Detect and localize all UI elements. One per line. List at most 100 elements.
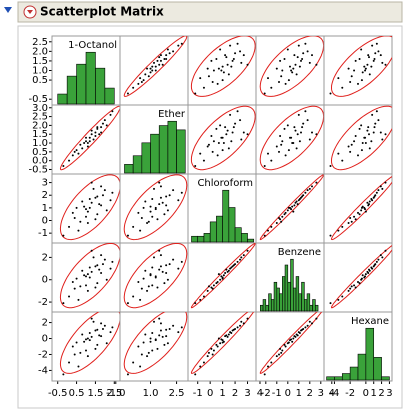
- histogram-bar: [309, 304, 313, 312]
- point: [75, 206, 78, 209]
- point: [154, 69, 157, 72]
- point: [232, 264, 235, 267]
- point: [103, 189, 106, 192]
- point: [156, 59, 159, 62]
- point: [375, 191, 378, 194]
- point: [379, 254, 382, 257]
- point: [240, 256, 243, 259]
- histogram-bar: [298, 293, 302, 312]
- point: [71, 345, 74, 348]
- point: [353, 140, 356, 143]
- point: [146, 67, 149, 70]
- point: [350, 143, 353, 146]
- point: [90, 181, 93, 184]
- point: [290, 338, 293, 341]
- point: [296, 133, 299, 136]
- x-tick-label: 2: [378, 388, 384, 399]
- point: [311, 54, 313, 57]
- point: [349, 150, 352, 153]
- point: [168, 52, 171, 55]
- point: [206, 67, 209, 70]
- point: [306, 50, 309, 53]
- point: [284, 345, 287, 348]
- point: [177, 44, 180, 47]
- point: [211, 353, 214, 356]
- point: [194, 373, 197, 376]
- x-tick-label: 2.5: [169, 388, 185, 399]
- point: [168, 194, 171, 197]
- histogram-bar: [349, 366, 359, 381]
- point: [290, 136, 293, 139]
- point: [161, 335, 164, 338]
- y-tick-label: 0.5: [32, 75, 48, 86]
- point: [172, 324, 175, 327]
- point: [210, 134, 213, 137]
- point: [281, 349, 284, 352]
- point: [341, 86, 344, 89]
- y-tick-label: 0: [42, 216, 48, 227]
- point: [230, 140, 233, 143]
- point: [92, 256, 95, 259]
- point: [298, 140, 301, 143]
- point: [140, 353, 143, 356]
- point: [96, 127, 99, 130]
- point: [90, 201, 93, 204]
- point: [278, 150, 280, 153]
- point: [206, 355, 209, 358]
- point: [221, 277, 224, 280]
- histogram-bar: [314, 304, 319, 312]
- point: [94, 218, 97, 221]
- point: [294, 129, 297, 132]
- point: [159, 329, 162, 332]
- point: [278, 353, 280, 356]
- point: [109, 331, 112, 334]
- point: [295, 73, 298, 76]
- point: [302, 52, 305, 55]
- point: [381, 187, 384, 190]
- point: [379, 54, 382, 57]
- point: [105, 278, 108, 281]
- point: [230, 331, 233, 334]
- point: [381, 61, 384, 64]
- histogram-bar: [57, 93, 68, 105]
- point: [206, 145, 209, 148]
- histogram-bar: [222, 189, 230, 243]
- point: [85, 140, 87, 143]
- density-ellipse: [59, 243, 120, 309]
- point: [144, 73, 147, 76]
- point: [236, 326, 239, 329]
- point: [231, 131, 234, 134]
- histogram-bar: [301, 281, 305, 312]
- disclosure-triangle[interactable]: [4, 7, 12, 13]
- histogram-bar: [197, 235, 205, 243]
- point: [222, 71, 225, 74]
- point: [202, 86, 205, 89]
- point: [207, 351, 210, 354]
- point: [83, 340, 86, 343]
- point: [79, 351, 82, 354]
- point: [227, 333, 230, 336]
- point: [306, 189, 309, 192]
- point: [246, 249, 249, 252]
- density-ellipse: [190, 105, 256, 171]
- point: [154, 338, 157, 341]
- point: [301, 126, 304, 129]
- y-tick-label: -0.5: [28, 94, 48, 105]
- point: [349, 80, 352, 83]
- point: [100, 335, 103, 338]
- point: [101, 263, 104, 266]
- point: [163, 282, 166, 285]
- point: [290, 208, 293, 211]
- point: [379, 185, 382, 188]
- point: [215, 127, 218, 130]
- point: [293, 54, 296, 57]
- point: [159, 254, 162, 257]
- point: [225, 133, 228, 136]
- density-ellipse: [190, 243, 256, 309]
- point: [140, 80, 143, 83]
- point: [100, 204, 103, 207]
- point: [236, 110, 239, 113]
- cell: [123, 243, 188, 309]
- point: [88, 140, 91, 143]
- point: [341, 295, 344, 298]
